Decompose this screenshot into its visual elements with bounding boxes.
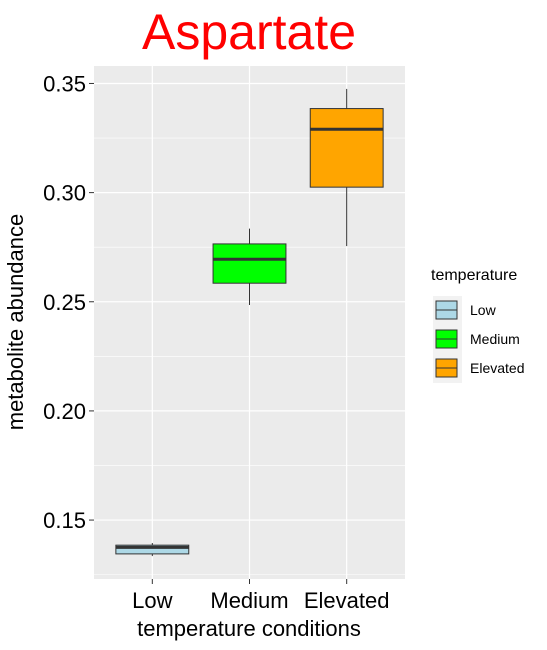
grid-major: [94, 66, 405, 579]
box-medium: [212, 243, 287, 284]
box-elevated: [309, 108, 384, 188]
x-tick-label: Elevated: [304, 588, 390, 613]
y-axis: 0.15 0.20 0.25 0.30 0.35: [43, 71, 94, 533]
y-tick-label: 0.25: [43, 290, 86, 315]
x-tick-label: Medium: [210, 588, 288, 613]
x-axis: Low Medium Elevated: [132, 579, 390, 613]
boxes: [115, 88, 384, 557]
x-tick-label: Low: [132, 588, 172, 613]
box-low: [115, 544, 190, 555]
legend-label: Elevated: [470, 360, 524, 376]
y-axis-title: metabolite abundance: [3, 214, 28, 431]
y-tick-label: 0.20: [43, 399, 86, 424]
legend-label: Low: [470, 302, 497, 318]
x-axis-title: temperature conditions: [137, 616, 361, 641]
y-tick-label: 0.30: [43, 181, 86, 206]
y-tick-label: 0.35: [43, 71, 86, 96]
legend: temperature Low Medium Elevated: [431, 267, 524, 383]
chart-title: Aspartate: [142, 4, 356, 60]
legend-label: Medium: [470, 331, 520, 347]
y-tick-label: 0.15: [43, 508, 86, 533]
legend-title: temperature: [431, 267, 517, 284]
